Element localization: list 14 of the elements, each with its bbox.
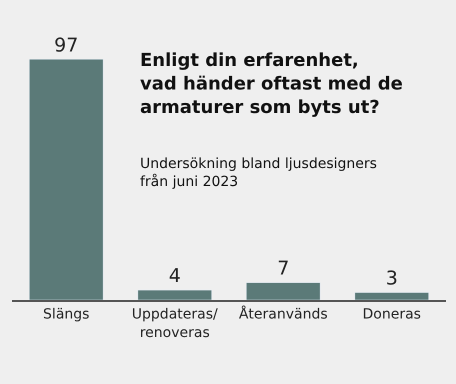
- bar: [246, 282, 320, 300]
- bar: [138, 290, 212, 300]
- text: Undersökning bland ljusdesigners från juni 2023: [140, 156, 377, 190]
- x-tick-label: Återanvänds: [238, 306, 328, 323]
- data-label: 3: [386, 268, 398, 290]
- x-tick-label: Slängs: [43, 306, 90, 323]
- data-label: 4: [168, 265, 181, 288]
- x-tick-label: Uppdateras/ renoveras: [132, 306, 218, 341]
- bar: [29, 59, 104, 300]
- x-tick-label: Doneras: [362, 306, 421, 323]
- bar: [354, 292, 429, 300]
- text: Enligt din erfarenhet, vad händer oftast med de armaturer som byts ut?: [140, 50, 403, 118]
- data-label: 97: [54, 34, 78, 56]
- data-label: 7: [277, 258, 290, 280]
